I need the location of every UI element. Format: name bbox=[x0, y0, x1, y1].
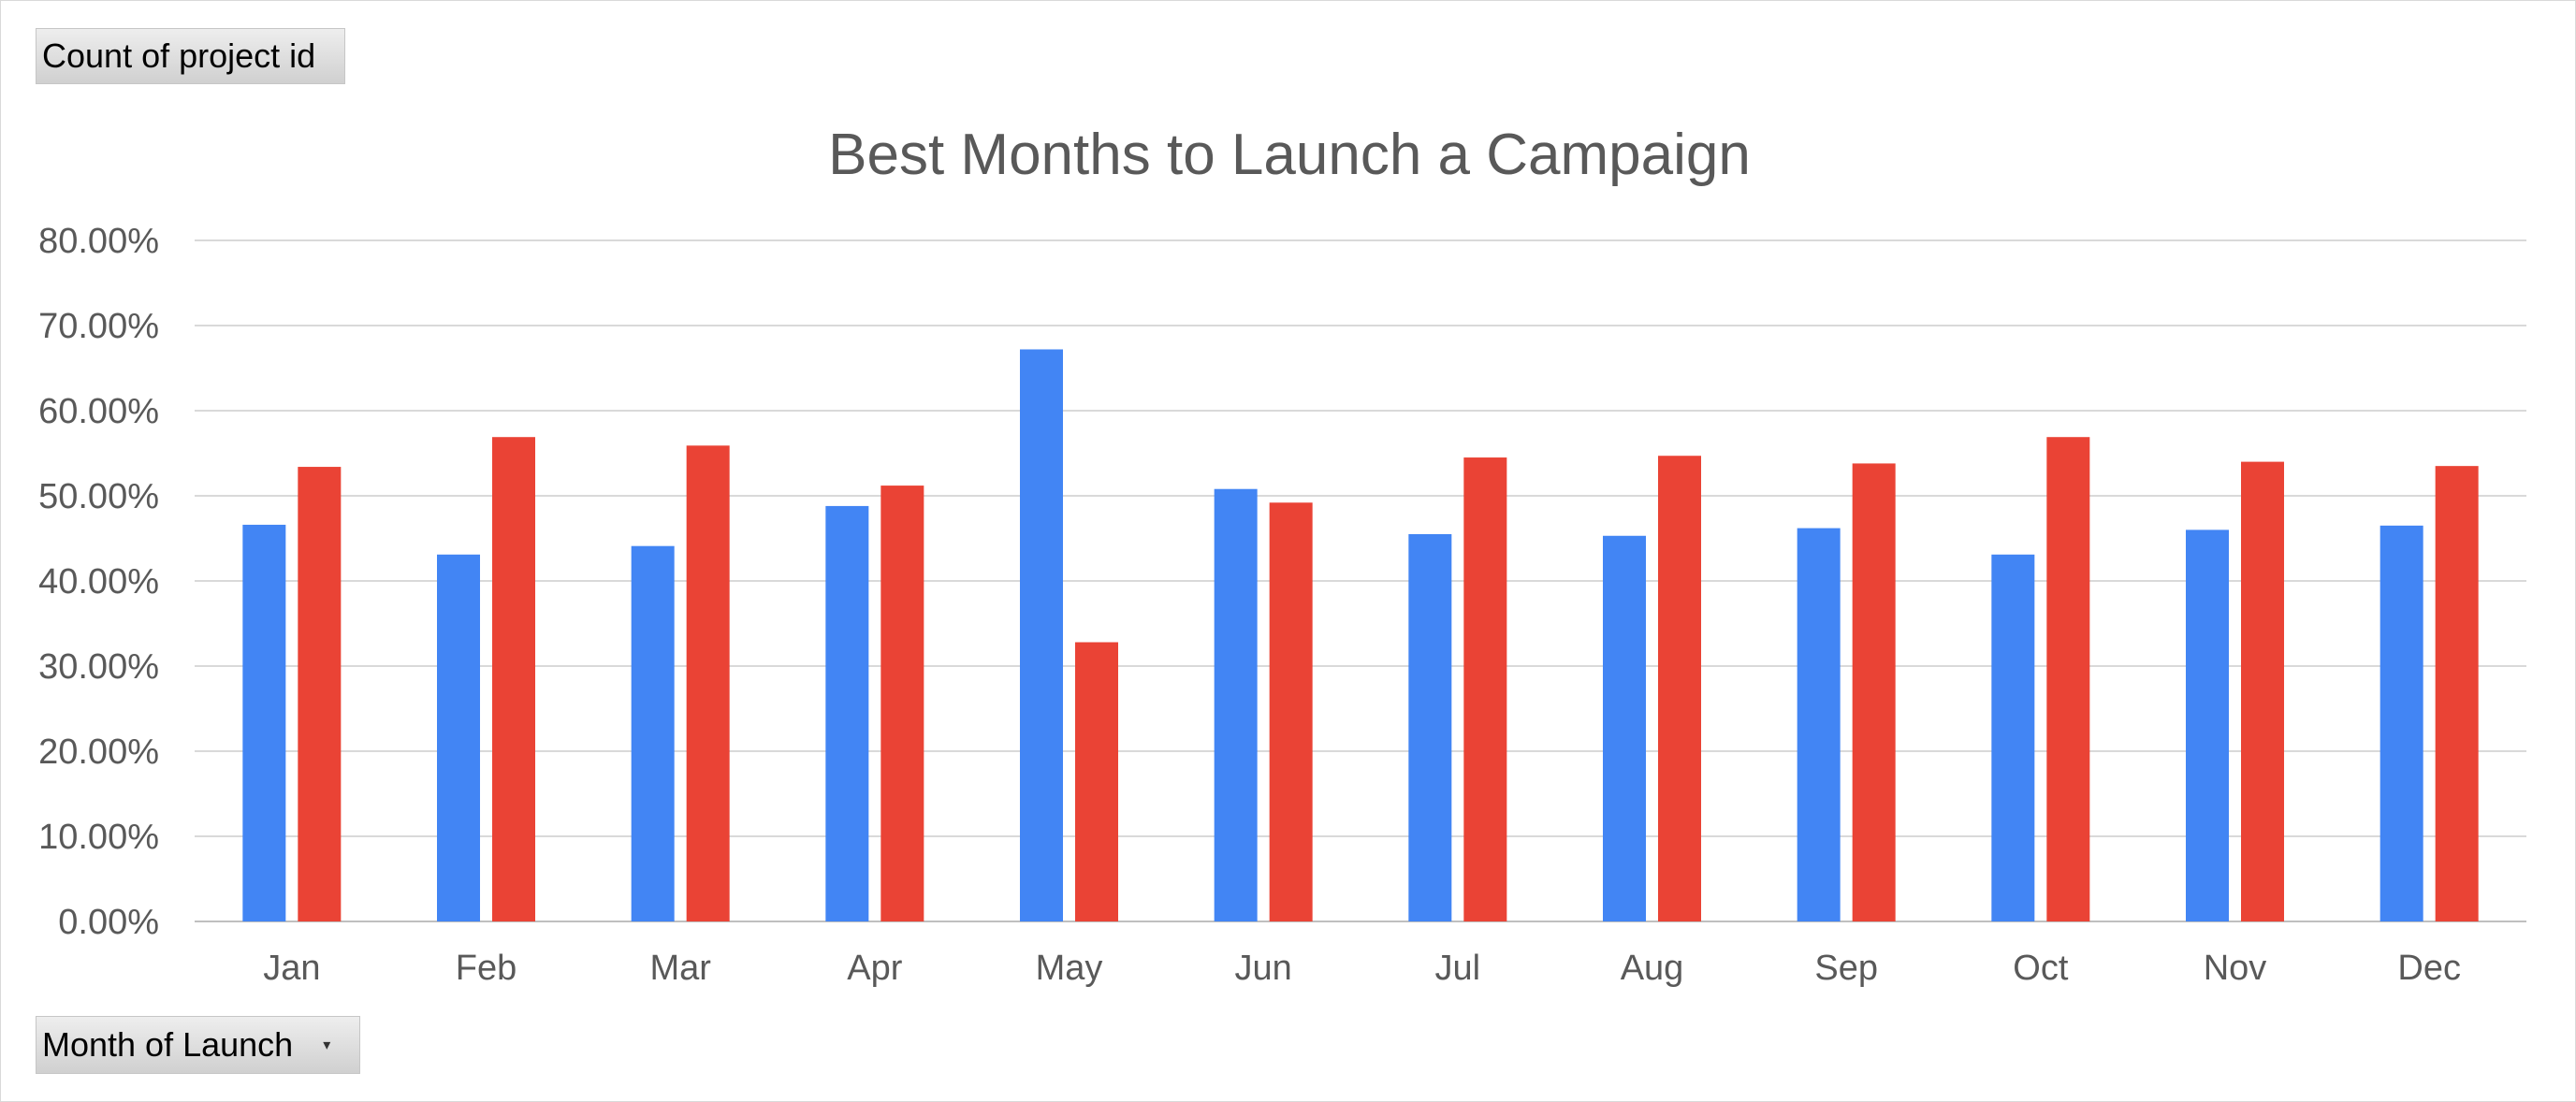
y-tick-label: 70.00% bbox=[38, 307, 159, 346]
x-tick-label: Oct bbox=[2013, 949, 2069, 988]
bar-aug-series-1[interactable] bbox=[1603, 535, 1646, 921]
x-tick-label: Feb bbox=[456, 949, 517, 988]
x-tick-label: May bbox=[1036, 949, 1103, 988]
bar-nov-series-1[interactable] bbox=[2186, 529, 2229, 921]
bar-aug-series-2[interactable] bbox=[1658, 456, 1701, 921]
x-tick-label: Aug bbox=[1621, 949, 1684, 988]
x-tick-label: Dec bbox=[2397, 949, 2461, 988]
gridlines bbox=[195, 239, 2526, 922]
chart-title: Best Months to Launch a Campaign bbox=[828, 123, 1751, 187]
bar-feb-series-1[interactable] bbox=[437, 554, 480, 921]
bar-sep-series-1[interactable] bbox=[1797, 528, 1841, 921]
dropdown-arrow-icon[interactable]: ▾ bbox=[323, 1037, 331, 1053]
bar-oct-series-2[interactable] bbox=[2046, 437, 2090, 922]
bar-dec-series-1[interactable] bbox=[2380, 525, 2423, 921]
y-tick-label: 30.00% bbox=[38, 647, 159, 687]
bar-jul-series-1[interactable] bbox=[1408, 533, 1452, 921]
y-tick-label: 20.00% bbox=[38, 732, 159, 772]
x-tick-label: Apr bbox=[847, 949, 902, 988]
bar-jun-series-2[interactable] bbox=[1269, 502, 1313, 921]
axis-field-button[interactable]: Month of Launch ▾ bbox=[36, 1016, 360, 1074]
bar-mar-series-2[interactable] bbox=[686, 445, 730, 921]
x-axis: Jan Feb Mar Apr May Jun Jul Aug Sep Oct Nov Dec bbox=[263, 949, 2461, 988]
y-tick-label: 0.00% bbox=[58, 903, 159, 942]
y-tick-label: 40.00% bbox=[38, 562, 159, 602]
bar-feb-series-2[interactable] bbox=[492, 437, 535, 922]
y-tick-label: 10.00% bbox=[38, 818, 159, 857]
bar-oct-series-1[interactable] bbox=[1991, 554, 2035, 921]
bar-may-series-2[interactable] bbox=[1075, 642, 1118, 921]
x-tick-label: Nov bbox=[2204, 949, 2267, 988]
bars bbox=[242, 349, 2479, 922]
y-tick-label: 60.00% bbox=[38, 392, 159, 431]
bar-jul-series-2[interactable] bbox=[1463, 457, 1507, 921]
bar-jun-series-1[interactable] bbox=[1214, 488, 1258, 921]
x-tick-label: Sep bbox=[1814, 949, 1878, 988]
y-tick-label: 50.00% bbox=[38, 477, 159, 516]
bar-apr-series-1[interactable] bbox=[825, 505, 869, 921]
bar-sep-series-2[interactable] bbox=[1852, 463, 1896, 921]
bar-dec-series-2[interactable] bbox=[2435, 466, 2479, 921]
bar-may-series-1[interactable] bbox=[1020, 349, 1063, 922]
values-field-label: Count of project id bbox=[42, 36, 316, 75]
y-tick-label: 80.00% bbox=[38, 222, 159, 261]
bar-jan-series-1[interactable] bbox=[242, 524, 286, 921]
bar-apr-series-2[interactable] bbox=[880, 486, 924, 921]
bar-nov-series-2[interactable] bbox=[2241, 461, 2284, 921]
values-field-button[interactable]: Count of project id bbox=[36, 28, 345, 84]
bar-jan-series-2[interactable] bbox=[298, 467, 342, 921]
x-tick-label: Jun bbox=[1235, 949, 1292, 988]
x-tick-label: Jul bbox=[1435, 949, 1481, 988]
y-axis: 0.00% 10.00% 20.00% 30.00% 40.00% 50.00% 60.00… bbox=[38, 222, 159, 942]
axis-field-label: Month of Launch bbox=[42, 1025, 294, 1064]
x-tick-label: Mar bbox=[649, 949, 711, 988]
x-tick-label: Jan bbox=[263, 949, 320, 988]
bar-mar-series-1[interactable] bbox=[631, 545, 675, 921]
